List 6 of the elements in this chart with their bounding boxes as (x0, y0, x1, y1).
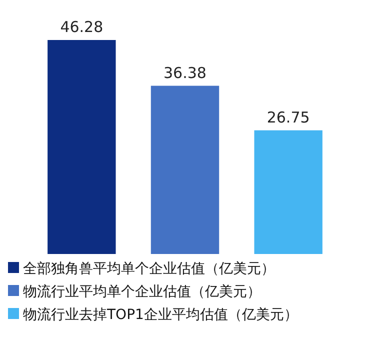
legend-label: 物流行业平均单个企业估值（亿美元） (23, 284, 261, 300)
data-label: 26.75 (266, 108, 310, 126)
legend-label: 全部独角兽平均单个企业估值（亿美元） (23, 261, 275, 277)
data-label: 46.28 (60, 18, 104, 36)
legend-label: 物流行业去掉TOP1企业平均估值（亿美元） (23, 307, 298, 323)
data-label: 36.38 (164, 64, 206, 82)
